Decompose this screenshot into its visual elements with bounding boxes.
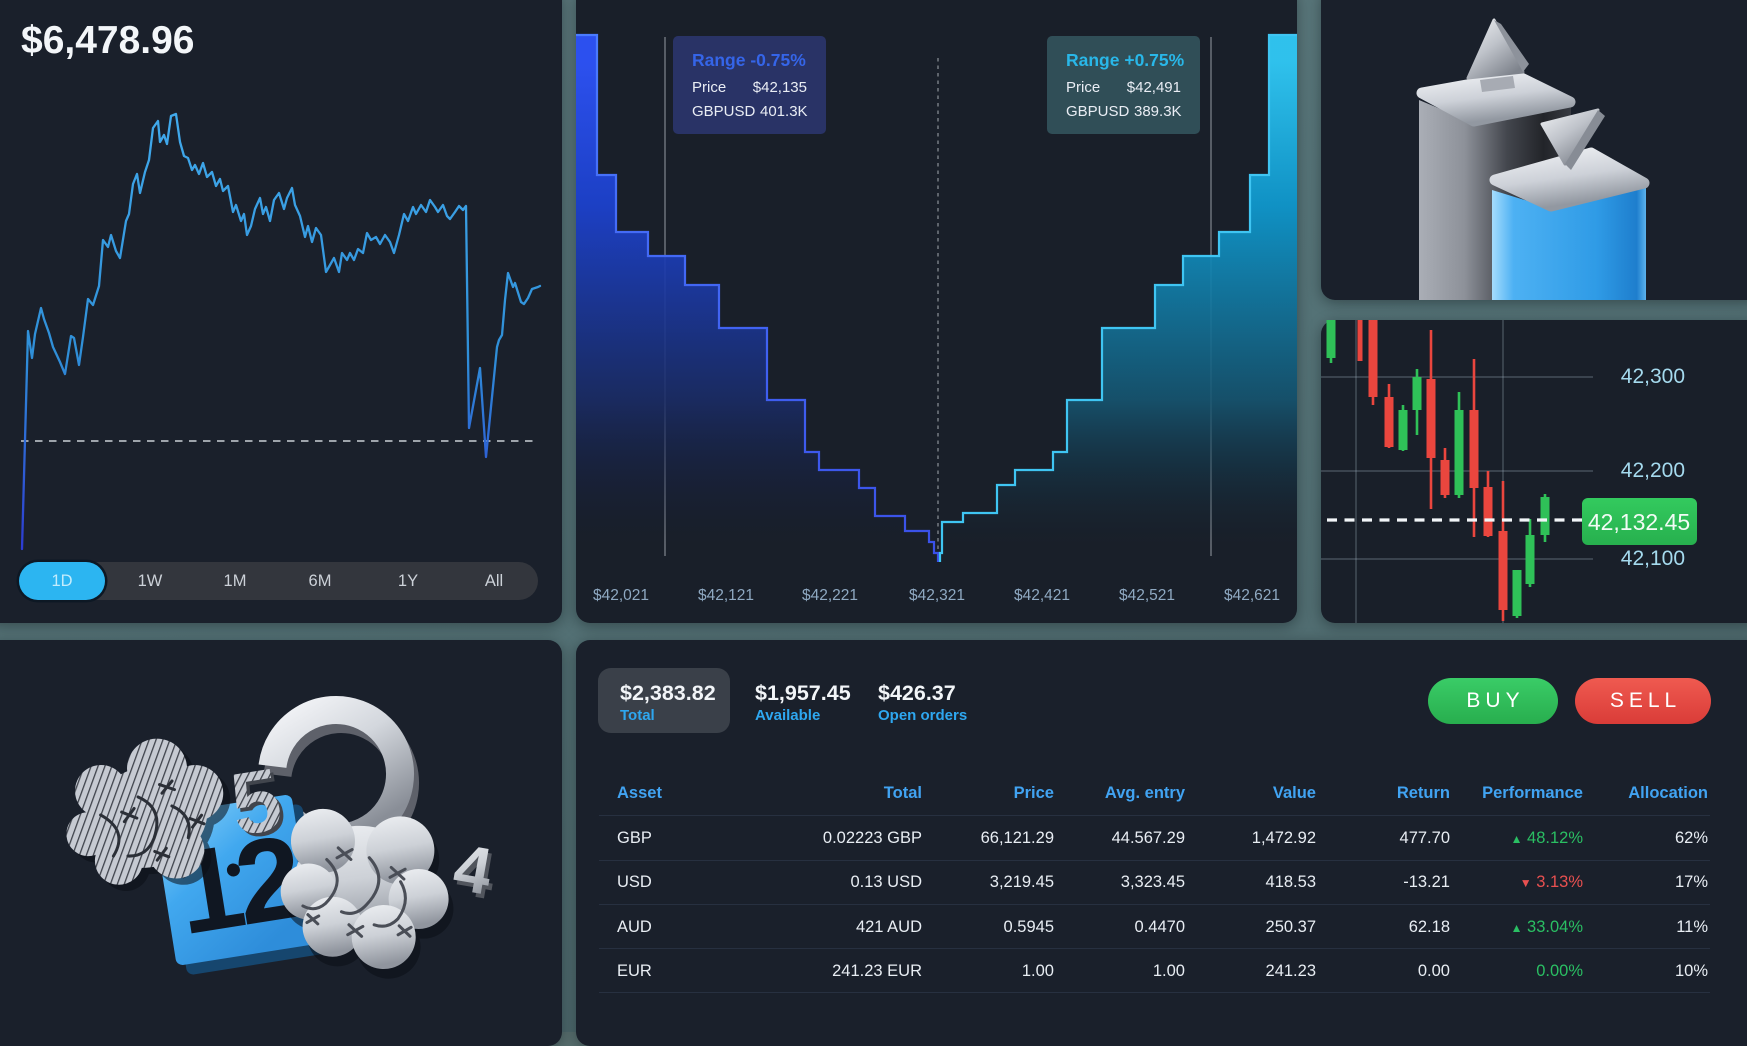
svg-text:42,132.45: 42,132.45 <box>1588 509 1690 535</box>
